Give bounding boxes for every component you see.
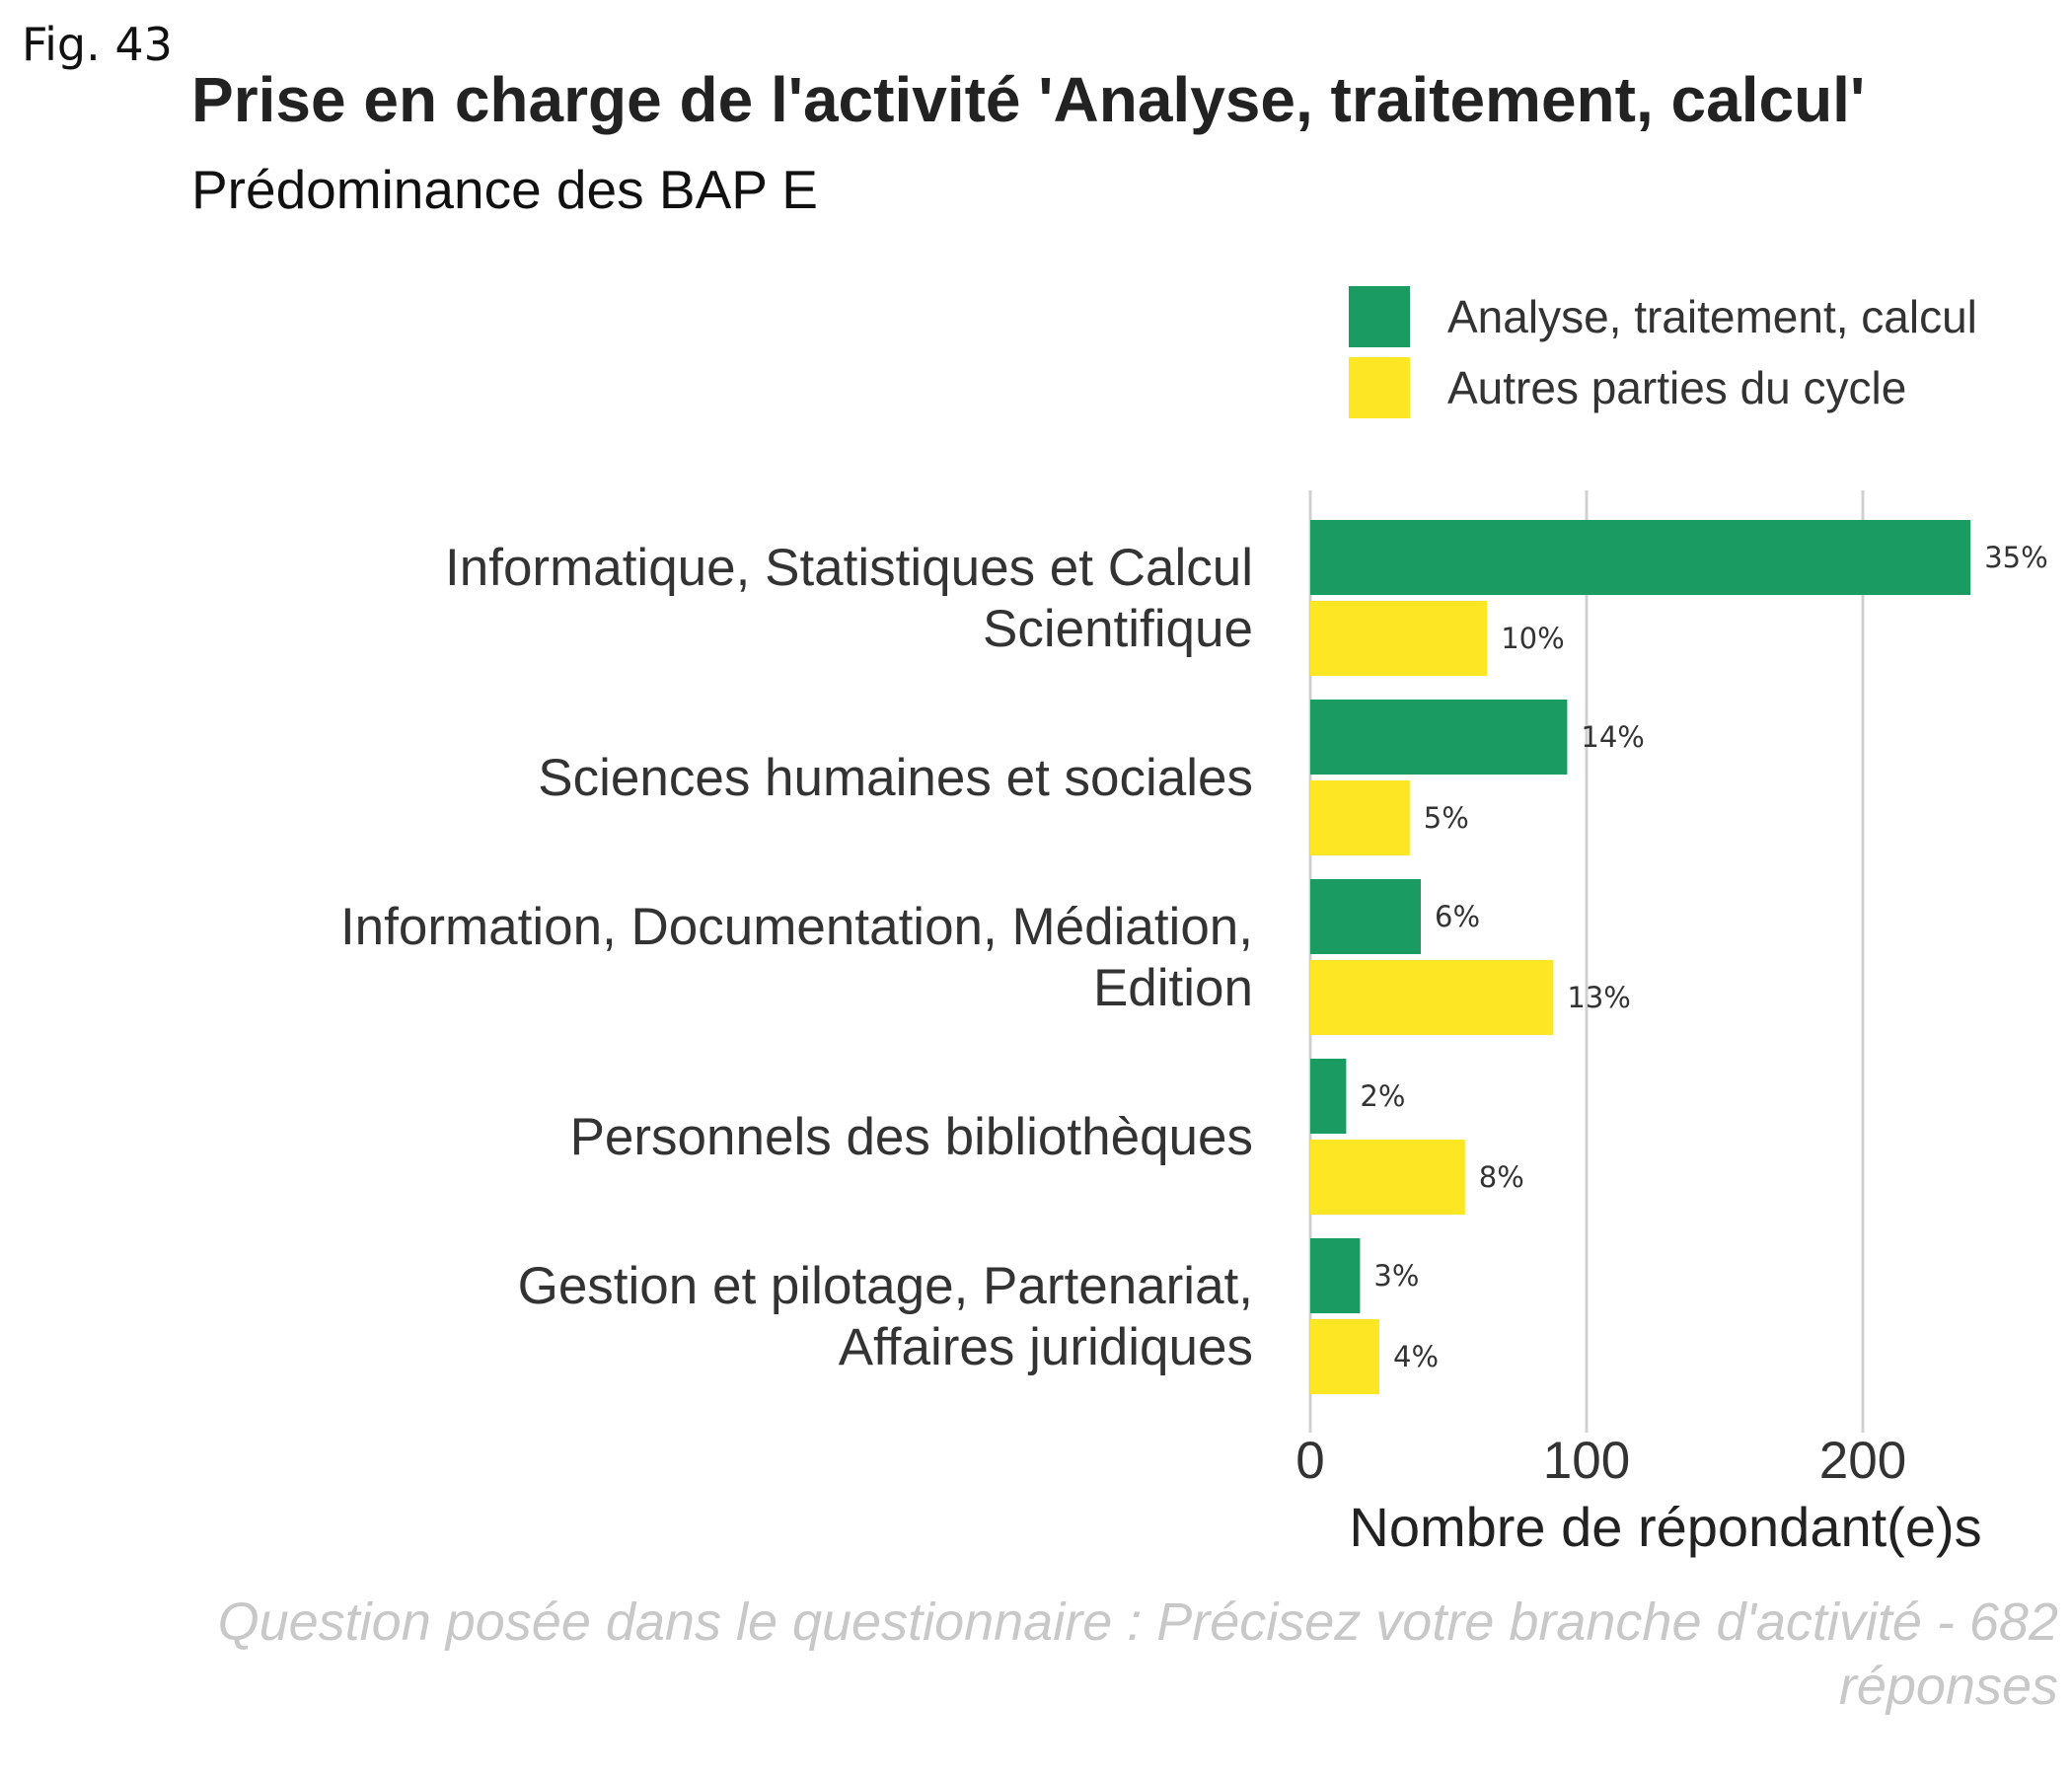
data-label: 4% [1393, 1340, 1439, 1373]
category-label: Scientifique [983, 600, 1253, 658]
category-label: Informatique, Statistiques et Calcul [445, 539, 1253, 597]
x-tick-label: 100 [1543, 1432, 1630, 1490]
bars: 35% 10% 14% 5% 6% 13% 2% 8% 3% 4% [1310, 520, 2048, 1394]
category-label: Personnels des bibliothèques [570, 1108, 1253, 1166]
data-label: 10% [1501, 622, 1564, 655]
x-tick-labels: 0 100 200 [1295, 1432, 1906, 1490]
chart-subtitle: Prédominance des BAP E [191, 159, 818, 220]
category-label: Sciences humaines et sociales [538, 749, 1253, 807]
bar [1310, 700, 1568, 775]
data-label: 13% [1567, 981, 1630, 1014]
category-label: Edition [1093, 959, 1253, 1017]
data-label: 2% [1360, 1079, 1405, 1113]
data-label: 35% [1984, 541, 2047, 574]
bar [1310, 1059, 1347, 1134]
data-label: 14% [1581, 720, 1644, 754]
x-tick-label: 0 [1295, 1432, 1324, 1490]
category-label: Affaires juridiques [839, 1318, 1253, 1376]
legend-swatch [1349, 357, 1410, 418]
bar [1310, 879, 1421, 954]
figure-number: Fig. 43 [22, 18, 173, 71]
data-label: 3% [1373, 1259, 1419, 1293]
data-label: 5% [1424, 801, 1469, 835]
bar-chart: 35% 10% 14% 5% 6% 13% 2% 8% 3% 4% Informatique, S… [340, 286, 2048, 1558]
legend: Analyse, traitement, calcul Autres partie… [1349, 286, 1977, 418]
bar [1310, 1140, 1465, 1215]
chart-caption: Question posée dans le questionnaire : P… [217, 1592, 2058, 1716]
bar [1310, 960, 1554, 1035]
bar [1310, 1238, 1361, 1313]
category-labels: Informatique, Statistiques et CalculScie… [340, 539, 1253, 1376]
legend-label: Autres parties du cycle [1447, 362, 1906, 413]
bar [1310, 780, 1410, 855]
chart-title: Prise en charge de l'activité 'Analyse, … [191, 64, 1866, 135]
category-label: Gestion et pilotage, Partenariat, [518, 1257, 1253, 1315]
x-axis-title: Nombre de répondant(e)s [1349, 1496, 1981, 1558]
x-tick-label: 200 [1819, 1432, 1906, 1490]
legend-swatch [1349, 286, 1410, 347]
bar [1310, 520, 1971, 595]
data-label: 6% [1435, 900, 1480, 933]
bar [1310, 1319, 1379, 1394]
bar [1310, 601, 1488, 676]
legend-label: Analyse, traitement, calcul [1447, 291, 1977, 342]
data-label: 8% [1479, 1160, 1524, 1194]
category-label: Information, Documentation, Médiation, [340, 898, 1253, 956]
